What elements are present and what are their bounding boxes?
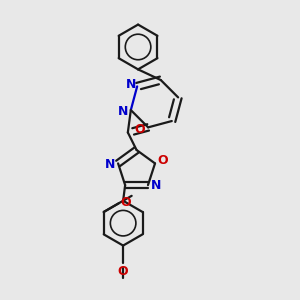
Text: N: N [118, 105, 128, 118]
Text: O: O [134, 123, 145, 136]
Text: N: N [151, 179, 161, 192]
Text: O: O [121, 196, 131, 208]
Text: N: N [105, 158, 116, 170]
Text: O: O [157, 154, 168, 167]
Text: N: N [125, 78, 136, 91]
Text: O: O [118, 265, 128, 278]
